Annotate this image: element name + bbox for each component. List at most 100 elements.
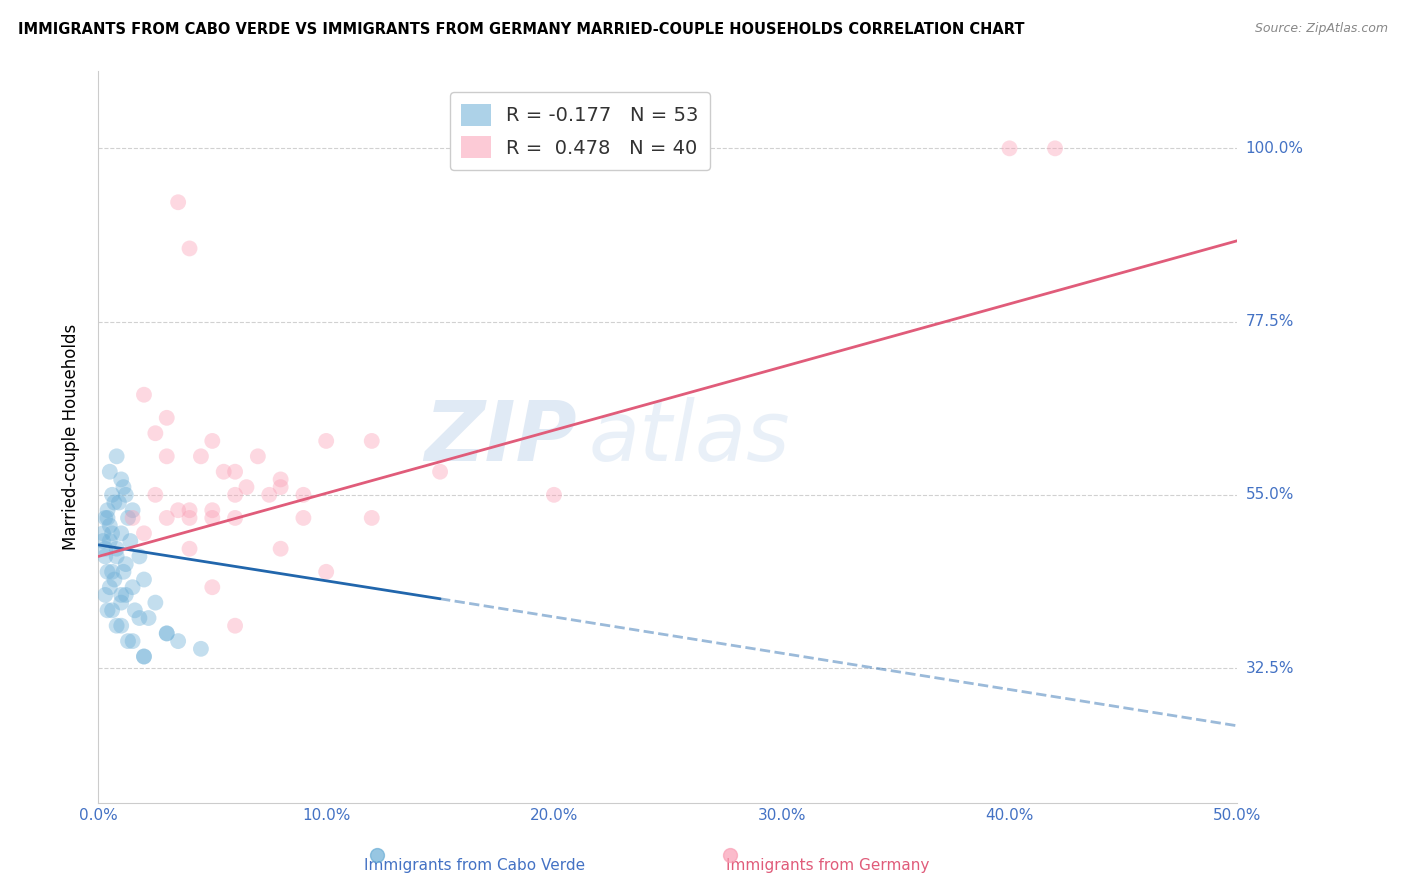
Point: [156, 511, 179, 525]
Point: [105, 549, 128, 564]
Point: [315, 565, 337, 579]
Point: [292, 488, 315, 502]
Point: [190, 450, 212, 464]
Point: [1043, 141, 1066, 155]
Text: 77.5%: 77.5%: [1246, 314, 1294, 329]
Point: [212, 465, 235, 479]
Point: [128, 611, 150, 625]
Point: [101, 488, 124, 502]
Text: ZIP: ZIP: [425, 397, 576, 477]
Point: [201, 434, 224, 448]
Point: [270, 541, 292, 556]
Point: [224, 511, 246, 525]
Point: [224, 465, 246, 479]
Point: [114, 588, 136, 602]
Point: [132, 649, 155, 664]
Point: [98, 518, 121, 533]
Point: [121, 580, 143, 594]
Point: [96, 511, 118, 525]
Point: [98, 465, 121, 479]
Point: [167, 503, 190, 517]
Point: [360, 434, 382, 448]
Point: [179, 541, 201, 556]
Text: 55.0%: 55.0%: [1246, 487, 1294, 502]
Point: [110, 588, 132, 602]
Point: [179, 503, 201, 517]
Point: [112, 565, 135, 579]
Point: [105, 618, 128, 632]
Point: [101, 526, 124, 541]
Point: [259, 488, 281, 502]
Point: [132, 649, 155, 664]
Point: [190, 641, 212, 656]
Point: [998, 141, 1021, 155]
Point: [98, 534, 121, 549]
Point: [110, 472, 132, 486]
Text: Immigrants from Germany: Immigrants from Germany: [725, 858, 929, 872]
Point: [117, 511, 139, 525]
Point: [145, 426, 167, 441]
Point: [128, 549, 150, 564]
Point: [121, 503, 143, 517]
Point: [91, 526, 114, 541]
Point: [110, 526, 132, 541]
Point: [101, 565, 124, 579]
Point: [167, 195, 190, 210]
Point: [96, 503, 118, 517]
Text: Immigrants from Cabo Verde: Immigrants from Cabo Verde: [364, 858, 585, 872]
Point: [270, 472, 292, 486]
Point: [156, 450, 179, 464]
Point: [201, 580, 224, 594]
Point: [132, 388, 155, 402]
Point: [110, 618, 132, 632]
Point: [94, 511, 117, 525]
Point: [94, 541, 117, 556]
Point: [112, 480, 135, 494]
Point: [156, 626, 179, 640]
Point: [101, 603, 124, 617]
Point: [132, 526, 155, 541]
Point: [124, 603, 146, 617]
Point: [201, 511, 224, 525]
Point: [292, 511, 315, 525]
Point: [224, 618, 246, 632]
Point: [91, 534, 114, 549]
Point: [167, 634, 190, 648]
Point: [156, 626, 179, 640]
Point: [108, 495, 131, 509]
Point: [110, 596, 132, 610]
Point: [156, 410, 179, 425]
Point: [103, 495, 125, 509]
Point: [96, 565, 118, 579]
Text: 100.0%: 100.0%: [1246, 141, 1303, 156]
Point: [235, 480, 257, 494]
Point: [145, 488, 167, 502]
Point: [179, 511, 201, 525]
Point: [117, 634, 139, 648]
Point: [105, 450, 128, 464]
Point: [132, 573, 155, 587]
Point: [98, 580, 121, 594]
Point: [114, 557, 136, 571]
Point: [103, 573, 125, 587]
Point: [270, 480, 292, 494]
Point: [114, 488, 136, 502]
Point: [121, 511, 143, 525]
Point: [94, 549, 117, 564]
Text: atlas: atlas: [588, 397, 790, 477]
Point: [315, 434, 337, 448]
Point: [145, 596, 167, 610]
Point: [120, 534, 142, 549]
Point: [105, 541, 128, 556]
Point: [179, 242, 201, 256]
Legend: R = -0.177   N = 53, R =  0.478   N = 40: R = -0.177 N = 53, R = 0.478 N = 40: [450, 92, 710, 170]
Point: [121, 634, 143, 648]
Point: [360, 511, 382, 525]
Text: 32.5%: 32.5%: [1246, 661, 1294, 675]
Text: Source: ZipAtlas.com: Source: ZipAtlas.com: [1254, 22, 1388, 36]
Point: [138, 611, 160, 625]
Point: [543, 488, 565, 502]
Point: [224, 488, 246, 502]
Text: IMMIGRANTS FROM CABO VERDE VS IMMIGRANTS FROM GERMANY MARRIED-COUPLE HOUSEHOLDS : IMMIGRANTS FROM CABO VERDE VS IMMIGRANTS…: [18, 22, 1025, 37]
Y-axis label: Married-couple Households: Married-couple Households: [62, 324, 80, 550]
